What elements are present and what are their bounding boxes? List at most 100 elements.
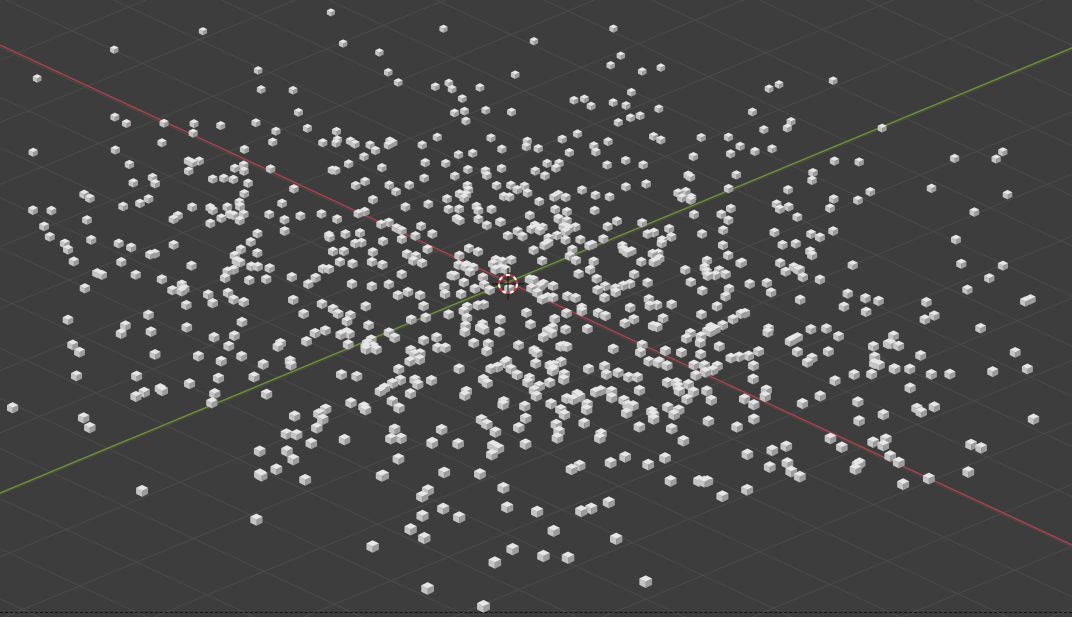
cube-object[interactable] — [6, 402, 19, 414]
cube-object[interactable] — [396, 269, 407, 280]
cube-object[interactable] — [512, 185, 523, 195]
cube-object[interactable] — [735, 308, 747, 320]
cube-object[interactable] — [439, 288, 451, 300]
cube-object[interactable] — [110, 145, 120, 155]
cube-object[interactable] — [519, 438, 532, 450]
cube-object[interactable] — [998, 147, 1008, 157]
cube-object[interactable] — [350, 139, 360, 149]
cube-object[interactable] — [660, 345, 671, 357]
cube-object[interactable] — [332, 308, 344, 320]
cube-object[interactable] — [888, 330, 899, 342]
cube-object[interactable] — [481, 220, 492, 231]
cube-object[interactable] — [702, 270, 713, 282]
cube-object[interactable] — [310, 272, 321, 283]
cube-object[interactable] — [962, 284, 973, 295]
cube-object[interactable] — [377, 162, 387, 173]
cube-object[interactable] — [956, 258, 967, 269]
cube-object[interactable] — [612, 367, 624, 379]
cube-object[interactable] — [366, 540, 379, 553]
cube-object[interactable] — [821, 323, 832, 334]
cube-object[interactable] — [822, 346, 834, 357]
cube-object[interactable] — [468, 148, 478, 158]
cube-object[interactable] — [311, 422, 323, 434]
cube-object[interactable] — [290, 429, 303, 441]
cube-object[interactable] — [294, 107, 303, 117]
cube-object[interactable] — [497, 481, 510, 494]
cube-object[interactable] — [370, 344, 382, 355]
cube-object[interactable] — [243, 178, 253, 189]
cube-object[interactable] — [853, 195, 863, 206]
cube-object[interactable] — [404, 180, 415, 190]
cube-object[interactable] — [464, 266, 476, 278]
cube-object[interactable] — [552, 230, 563, 241]
cube-object[interactable] — [607, 343, 619, 355]
cube-object[interactable] — [400, 202, 411, 212]
cube-object[interactable] — [743, 350, 755, 362]
cube-object[interactable] — [486, 448, 498, 461]
cube-object[interactable] — [567, 394, 579, 406]
cube-object[interactable] — [443, 204, 454, 215]
cube-object[interactable] — [782, 123, 792, 133]
cube-object[interactable] — [506, 254, 517, 265]
cube-object[interactable] — [491, 180, 502, 191]
cube-object[interactable] — [546, 365, 558, 377]
cube-object[interactable] — [680, 264, 691, 276]
cube-object[interactable] — [414, 354, 426, 366]
cube-object[interactable] — [473, 214, 484, 225]
cube-object[interactable] — [184, 166, 194, 176]
cube-object[interactable] — [585, 264, 596, 275]
cube-object[interactable] — [647, 413, 660, 425]
cube-object[interactable] — [367, 247, 378, 258]
cube-object[interactable] — [575, 234, 586, 245]
cube-object[interactable] — [525, 319, 536, 330]
cube-object[interactable] — [537, 331, 549, 343]
cube-object[interactable] — [375, 48, 384, 57]
cube-object[interactable] — [580, 404, 593, 416]
cube-object[interactable] — [762, 327, 774, 338]
cube-object[interactable] — [688, 359, 700, 371]
cube-object[interactable] — [550, 204, 561, 215]
cube-object[interactable] — [987, 366, 999, 378]
cube-object[interactable] — [497, 399, 509, 411]
cube-object[interactable] — [458, 277, 470, 288]
cube-object[interactable] — [256, 85, 266, 94]
cube-object[interactable] — [250, 513, 263, 526]
cube-object[interactable] — [904, 382, 916, 394]
cube-object[interactable] — [711, 301, 723, 312]
cube-object[interactable] — [481, 418, 493, 431]
cube-object[interactable] — [537, 255, 548, 266]
cube-object[interactable] — [324, 232, 335, 243]
cube-object[interactable] — [46, 205, 57, 216]
cube-object[interactable] — [925, 368, 937, 380]
cube-object[interactable] — [486, 204, 497, 215]
cube-object[interactable] — [419, 173, 429, 183]
cube-object[interactable] — [629, 269, 640, 280]
cube-object[interactable] — [642, 229, 653, 239]
cube-object[interactable] — [807, 250, 818, 261]
cube-object[interactable] — [792, 346, 803, 358]
cube-object[interactable] — [235, 244, 246, 255]
cube-object[interactable] — [473, 205, 484, 216]
cube-object[interactable] — [531, 347, 543, 359]
cube-object[interactable] — [63, 244, 74, 255]
cube-object[interactable] — [501, 501, 514, 514]
cube-object[interactable] — [124, 159, 135, 170]
cube-object[interactable] — [450, 108, 460, 118]
cube-object[interactable] — [490, 264, 501, 275]
cube-object[interactable] — [584, 240, 595, 251]
cube-object[interactable] — [766, 444, 779, 457]
cube-object[interactable] — [848, 369, 860, 381]
cube-object[interactable] — [649, 131, 659, 142]
cube-object[interactable] — [507, 107, 516, 117]
cube-object[interactable] — [375, 469, 388, 482]
cube-object[interactable] — [251, 118, 261, 128]
cube-object[interactable] — [236, 316, 248, 328]
cube-object[interactable] — [602, 496, 615, 509]
cube-object[interactable] — [457, 94, 467, 104]
cube-object[interactable] — [392, 290, 404, 301]
cube-object[interactable] — [500, 264, 511, 275]
cube-object[interactable] — [265, 164, 276, 174]
cube-object[interactable] — [1027, 413, 1040, 425]
cube-object[interactable] — [384, 180, 395, 190]
cube-object[interactable] — [537, 549, 550, 563]
